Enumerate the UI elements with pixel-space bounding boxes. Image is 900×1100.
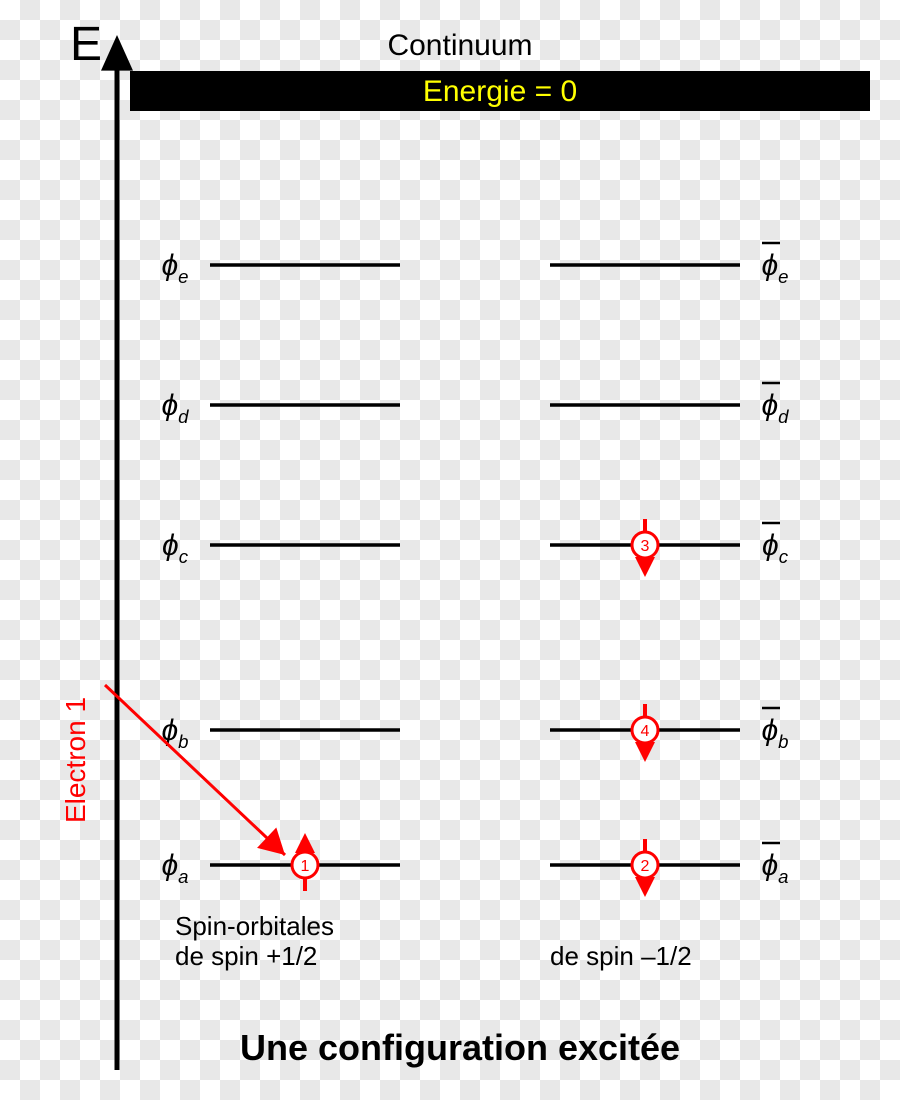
label-left-b: ϕb (161, 714, 188, 752)
label-left-c: ϕc (162, 529, 189, 567)
electron-1: 1 (292, 833, 318, 891)
caption-left-line1: Spin-orbitales (175, 911, 334, 941)
electron-1-spin-up-icon (295, 833, 315, 853)
continuum-label: Continuum (387, 29, 532, 62)
label-right-e: ϕe (761, 249, 788, 287)
diagram-title: Une configuration excitée (240, 1027, 680, 1068)
energy-diagram: E Continuum Energie = 0 ϕe ϕe ϕd ϕd ϕc ϕc ϕb ϕb ϕa ϕ… (0, 0, 900, 1100)
pointer-arrow-line (105, 685, 285, 855)
electron-2-spin-down-icon (635, 877, 655, 897)
caption-right-line2: de spin –1/2 (550, 941, 692, 971)
label-left-a: ϕa (161, 849, 188, 887)
label-right-a: ϕa (761, 849, 788, 887)
pointer-label: Electron 1 (60, 697, 91, 823)
electron-3-spin-down-icon (635, 557, 655, 577)
label-left-d: ϕd (161, 389, 189, 427)
electron-4-spin-down-icon (635, 742, 655, 762)
caption-left-line2: de spin +1/2 (175, 941, 317, 971)
electron-3-number: 3 (641, 538, 650, 555)
label-left-e: ϕe (161, 249, 188, 287)
electron-2-number: 2 (641, 858, 650, 875)
energy-axis-arrowhead (101, 35, 133, 71)
electron-2: 2 (632, 839, 658, 897)
electron-4-number: 4 (641, 723, 650, 740)
electron-4: 4 (632, 704, 658, 762)
axis-label: E (70, 18, 102, 71)
electron-3: 3 (632, 519, 658, 577)
zero-energy-text: Energie = 0 (423, 75, 577, 108)
electron-1-number: 1 (301, 858, 310, 875)
label-right-d: ϕd (761, 389, 789, 427)
label-right-b: ϕb (761, 714, 788, 752)
label-right-c: ϕc (762, 529, 789, 567)
